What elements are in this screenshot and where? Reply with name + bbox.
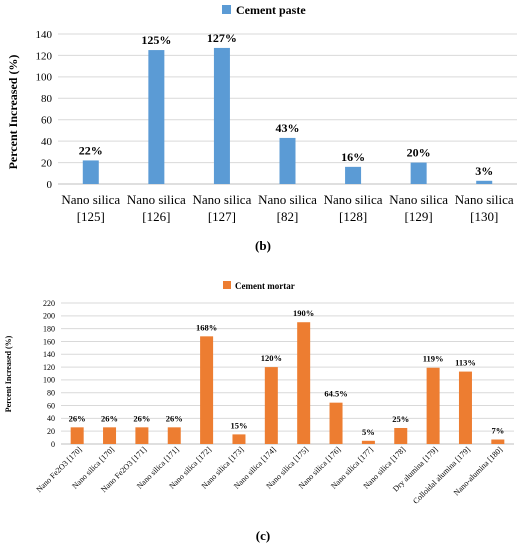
y-tick-label: 80: [47, 389, 55, 398]
figure-caption-c: (c): [256, 528, 270, 543]
bar: [329, 402, 343, 444]
figure-caption-b: (b): [255, 238, 271, 253]
x-tick-label: Nano silica [130]: [455, 192, 514, 224]
legend-swatch-cement-paste: [222, 5, 231, 14]
y-tick-label: 200: [43, 312, 55, 321]
bar: [148, 50, 165, 185]
bar: [476, 180, 493, 184]
data-label: 16%: [341, 150, 365, 164]
bar: [70, 427, 84, 444]
y-tick-label: 100: [43, 376, 55, 385]
data-label: 26%: [69, 413, 86, 423]
x-tick-label: Colloidal alumina [179]: [411, 445, 472, 506]
y-tick-label: 160: [43, 337, 55, 346]
bar: [410, 162, 427, 184]
data-label: 64.5%: [324, 389, 347, 399]
data-label: 15%: [230, 420, 247, 430]
bar: [135, 427, 149, 444]
legend-swatch-cement-mortar: [223, 281, 231, 289]
bar: [82, 160, 99, 184]
bar: [200, 336, 214, 444]
data-label: 113%: [455, 358, 476, 368]
chart-cement-mortar: Cement mortar Percent Increased (%) 0 20 4…: [4, 281, 514, 543]
x-tick-label: Nano silica [129]: [389, 192, 448, 224]
bar: [279, 137, 296, 184]
data-label: 119%: [423, 354, 444, 364]
y-tick-label: 100: [36, 72, 53, 84]
bar: [264, 367, 278, 444]
data-label: 120%: [261, 353, 282, 363]
data-label: 25%: [392, 414, 409, 424]
bar: [103, 427, 117, 444]
y-tick-label: 40: [41, 136, 53, 148]
y-tick-label: 140: [43, 350, 55, 359]
y-tick-label: 120: [43, 363, 55, 372]
data-label: 26%: [101, 413, 118, 423]
y-axis-label: Percent Increased (%): [6, 55, 20, 170]
bar: [167, 427, 181, 444]
legend-label-cement-mortar: Cement mortar: [235, 281, 295, 291]
data-label: 43%: [276, 121, 300, 135]
y-tick-label: 20: [41, 157, 53, 169]
chart-cement-paste: Cement paste Percent Increased (%) 0 20 40…: [6, 3, 517, 253]
y-tick-label: 20: [47, 427, 55, 436]
y-tick-label: 0: [47, 179, 53, 191]
y-tick-label: 140: [36, 29, 53, 41]
data-label: 20%: [407, 146, 431, 160]
x-tick-label: Nano silica [127]: [193, 192, 252, 224]
data-label: 127%: [207, 31, 237, 45]
y-tick-label: 0: [51, 440, 55, 449]
bar: [232, 434, 246, 444]
bar: [394, 427, 408, 444]
data-label: 22%: [79, 143, 103, 157]
y-tick-label: 220: [43, 299, 55, 308]
bar: [458, 371, 472, 444]
bar: [426, 367, 440, 444]
bar: [213, 47, 230, 184]
y-tick-label: 80: [41, 93, 53, 105]
data-label: 3%: [475, 164, 493, 178]
y-tick-label: 40: [47, 414, 55, 423]
y-tick-label: 60: [41, 115, 53, 127]
data-label: 190%: [293, 308, 314, 318]
bar: [361, 440, 375, 444]
y-tick-label: 120: [36, 50, 53, 62]
y-axis-label: Percent Increased (%): [4, 335, 13, 412]
x-tick-label: Nano silica [128]: [324, 192, 383, 224]
bar: [491, 439, 505, 444]
data-label: 26%: [166, 413, 183, 423]
legend-label-cement-paste: Cement paste: [236, 3, 306, 17]
x-tick-label: Nano silica [82]: [258, 192, 317, 224]
y-tick-label: 180: [43, 324, 55, 333]
data-label: 125%: [141, 33, 171, 47]
bar: [345, 166, 362, 184]
y-tick-label: 60: [47, 401, 55, 410]
data-label: 5%: [362, 427, 375, 437]
data-label: 26%: [133, 413, 150, 423]
x-tick-label: Nano silica [126]: [127, 192, 186, 224]
data-label: 7%: [491, 426, 504, 436]
data-label: 168%: [196, 322, 217, 332]
x-tick-label: Nano silica [125]: [61, 192, 120, 224]
bar: [297, 322, 311, 444]
